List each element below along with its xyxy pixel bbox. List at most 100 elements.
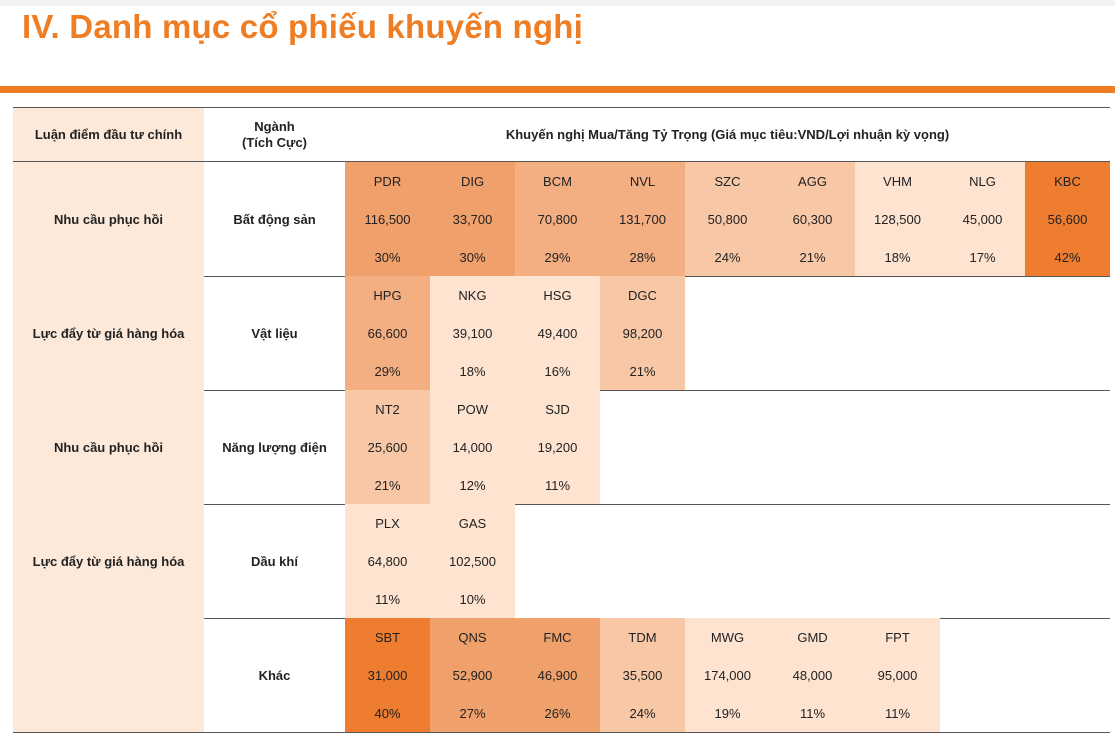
stock-upside: 30% [374, 249, 401, 265]
stock-target: 35,500 [622, 667, 663, 683]
header-sector-line1: Ngành [254, 118, 295, 134]
stock-ticker: HSG [543, 287, 572, 303]
stock-target: 56,600 [1047, 211, 1088, 227]
row-border [13, 504, 1110, 505]
row-thesis: Lực đẩy từ giá hàng hóa [13, 504, 204, 618]
stock-ticker: BCM [543, 173, 572, 189]
stock-cell: TDM 35,500 24% [600, 618, 685, 732]
stock-target: 64,800 [367, 553, 408, 569]
stock-upside: 18% [884, 249, 911, 265]
stock-target: 95,000 [877, 667, 918, 683]
stock-target: 31,000 [367, 667, 408, 683]
stock-upside: 30% [459, 249, 486, 265]
stock-upside: 19% [714, 705, 741, 721]
row-thesis: Nhu cầu phục hồi [13, 162, 204, 276]
stock-cell: POW 14,000 12% [430, 390, 515, 504]
stock-ticker: TDM [628, 629, 657, 645]
stock-upside: 40% [374, 705, 401, 721]
stock-target: 48,000 [792, 667, 833, 683]
stock-target: 128,500 [874, 211, 921, 227]
stock-ticker: FPT [885, 629, 910, 645]
stock-ticker: FMC [543, 629, 572, 645]
row-sector: Năng lượng điện [222, 439, 327, 455]
stock-target: 49,400 [537, 325, 578, 341]
stock-cell: BCM 70,800 29% [515, 162, 600, 276]
stock-ticker: SZC [714, 173, 741, 189]
stock-cell: PLX 64,800 11% [345, 504, 430, 618]
stock-ticker: SBT [374, 629, 401, 645]
stock-upside: 24% [714, 249, 741, 265]
stock-upside: 16% [544, 363, 571, 379]
stock-upside: 21% [374, 477, 401, 493]
stock-cell: FPT 95,000 11% [855, 618, 940, 732]
stock-upside: 21% [799, 249, 826, 265]
stock-target: 60,300 [792, 211, 833, 227]
row-sector: Bất động sản [233, 211, 316, 227]
header-sector-line2: (Tích Cực) [241, 134, 308, 150]
stock-ticker: VHM [883, 173, 912, 189]
stock-cell: DIG 33,700 30% [430, 162, 515, 276]
stock-target: 45,000 [962, 211, 1003, 227]
stock-upside: 10% [459, 591, 486, 607]
stock-cell: NVL 131,700 28% [600, 162, 685, 276]
stock-cell: QNS 52,900 27% [430, 618, 515, 732]
stock-cell: SZC 50,800 24% [685, 162, 770, 276]
recommendation-table: Luận điểm đầu tư chính Ngành (Tích Cực) … [13, 107, 1110, 734]
row-thesis: Lực đẩy từ giá hàng hóa [13, 276, 204, 390]
stock-target: 33,700 [452, 211, 493, 227]
stock-ticker: SJD [545, 401, 570, 417]
stock-cell: GAS 102,500 10% [430, 504, 515, 618]
stock-target: 25,600 [367, 439, 408, 455]
stock-upside: 28% [629, 249, 656, 265]
stock-ticker: POW [456, 401, 489, 417]
stock-ticker: GMD [797, 629, 828, 645]
stock-ticker: NT2 [375, 401, 400, 417]
stock-upside: 11% [799, 705, 826, 721]
stock-ticker: MWG [710, 629, 745, 645]
stock-upside: 18% [459, 363, 486, 379]
stock-upside: 11% [374, 591, 401, 607]
header-recommendations: Khuyến nghị Mua/Tăng Tỷ Trọng (Giá mục t… [505, 127, 950, 142]
stock-upside: 12% [459, 477, 486, 493]
stock-upside: 27% [459, 705, 486, 721]
stock-ticker: PDR [373, 173, 402, 189]
row-sector: Dầu khí [251, 553, 298, 569]
stock-cell: MWG 174,000 19% [685, 618, 770, 732]
stock-ticker: PLX [375, 515, 400, 531]
stock-ticker: QNS [458, 629, 487, 645]
stock-cell: PDR 116,500 30% [345, 162, 430, 276]
stock-cell: VHM 128,500 18% [855, 162, 940, 276]
stock-upside: 11% [884, 705, 911, 721]
stock-cell: AGG 60,300 21% [770, 162, 855, 276]
stock-target: 174,000 [704, 667, 751, 683]
row-sector: Vật liệu [251, 325, 298, 341]
stock-ticker: NKG [458, 287, 487, 303]
stock-ticker: DGC [628, 287, 657, 303]
stock-cell: DGC 98,200 21% [600, 276, 685, 390]
stock-target: 102,500 [449, 553, 496, 569]
stock-target: 50,800 [707, 211, 748, 227]
stock-cell: FMC 46,900 26% [515, 618, 600, 732]
stock-cell: SBT 31,000 40% [345, 618, 430, 732]
row-sector: Khác [258, 667, 291, 683]
stock-cell: KBC 56,600 42% [1025, 162, 1110, 276]
stock-upside: 29% [544, 249, 571, 265]
header-thesis: Luận điểm đầu tư chính [13, 108, 204, 161]
stock-target: 131,700 [619, 211, 666, 227]
stock-target: 66,600 [367, 325, 408, 341]
stock-target: 52,900 [452, 667, 493, 683]
stock-upside: 17% [969, 249, 996, 265]
stock-upside: 42% [1054, 249, 1081, 265]
row-thesis: Nhu cầu phục hồi [13, 390, 204, 504]
title-underline [0, 86, 1115, 93]
row-thesis [13, 618, 204, 732]
row-border [13, 732, 1110, 733]
stock-cell: NT2 25,600 21% [345, 390, 430, 504]
stock-ticker: DIG [460, 173, 485, 189]
stock-ticker: NLG [969, 173, 996, 189]
table-top-border [13, 107, 1110, 108]
stock-target: 98,200 [622, 325, 663, 341]
stock-upside: 21% [629, 363, 656, 379]
page-title: IV. Danh mục cổ phiếu khuyến nghị [22, 8, 583, 45]
stock-cell: NKG 39,100 18% [430, 276, 515, 390]
